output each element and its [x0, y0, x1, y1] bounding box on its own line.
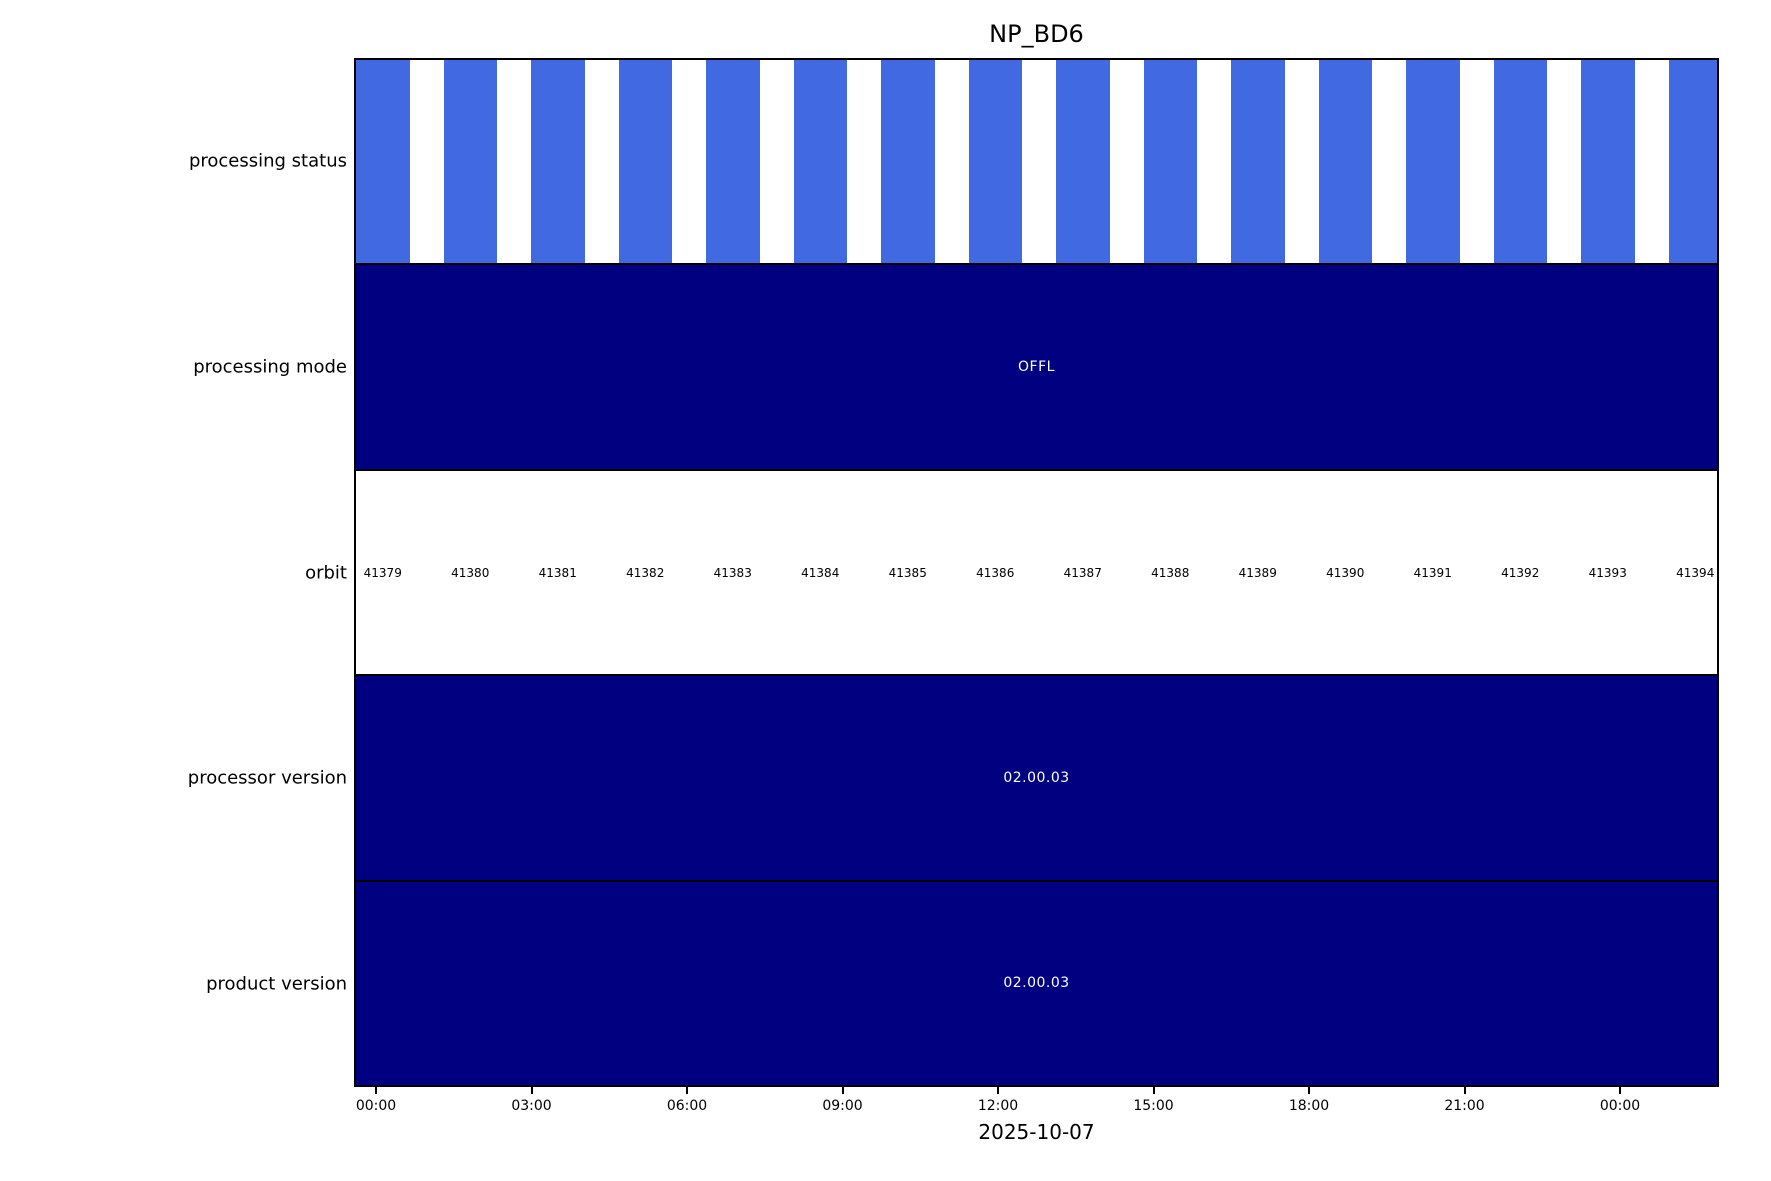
- x-tick-mark: [841, 1087, 844, 1094]
- row-processing-mode: OFFL: [356, 263, 1717, 469]
- orbit-number-label: 41384: [801, 565, 840, 580]
- orbit-number-label: 41388: [1151, 565, 1190, 580]
- x-tick-label: 12:00: [977, 1098, 1019, 1114]
- x-tick-label: 00:00: [355, 1098, 397, 1114]
- row-label-orbit: orbit: [305, 562, 347, 583]
- row-orbit: 41379 41380 41381 41382 41383 41384 41385 41386…: [356, 468, 1717, 674]
- processor-version-value: 02.00.03: [1003, 769, 1070, 786]
- x-tick-label: 03:00: [511, 1098, 552, 1114]
- row-processor-version: 02.00.03: [356, 674, 1717, 880]
- x-tick-label: 21:00: [1444, 1098, 1485, 1114]
- x-tick-mark: [686, 1087, 688, 1094]
- orbit-number-label: 41389: [1238, 565, 1277, 580]
- processing-status-bar: [1581, 60, 1635, 264]
- processing-status-bar: [1406, 60, 1460, 264]
- x-tick-mark: [997, 1087, 999, 1094]
- processing-status-bar: [1318, 60, 1372, 264]
- x-tick-mark: [1463, 1087, 1466, 1094]
- x-tick-label: 06:00: [666, 1098, 708, 1114]
- processing-status-bar: [1056, 60, 1110, 264]
- x-tick-label: 18:00: [1288, 1098, 1330, 1114]
- row-product-version: 02.00.03: [356, 879, 1717, 1085]
- orbit-number-label: 41385: [888, 565, 927, 580]
- plot-area: OFFL 41379 41380 41381 41382 41383 41384 41385…: [354, 58, 1719, 1087]
- orbit-number-label: 41382: [626, 565, 665, 580]
- chart-title: NP_BD6: [989, 20, 1084, 48]
- orbit-number-label: 41380: [451, 565, 490, 580]
- orbit-number-label: 41381: [538, 565, 577, 580]
- processing-status-bar: [618, 60, 672, 264]
- orbit-number-label: 41386: [976, 565, 1015, 580]
- x-axis: 00:00 03:00 06:00 09:00 12:00 15:00 18:00 21:00…: [0, 1087, 1771, 1127]
- processing-status-bar: [1231, 60, 1285, 264]
- orbit-number-label: 41393: [1588, 565, 1627, 580]
- orbit-number-label: 41379: [363, 565, 402, 580]
- processing-status-bar: [793, 60, 847, 264]
- orbit-number-label: 41387: [1063, 565, 1102, 580]
- processing-status-bar: [881, 60, 935, 264]
- processing-status-bar: [443, 60, 497, 264]
- x-tick-mark: [375, 1087, 377, 1094]
- row-label-product-version: product version: [206, 973, 347, 995]
- x-tick-mark: [1619, 1087, 1621, 1094]
- processing-status-bar: [356, 60, 410, 264]
- x-tick-mark: [1308, 1087, 1310, 1094]
- orbit-number-label: 41391: [1413, 565, 1452, 580]
- x-tick-label: 09:00: [822, 1098, 863, 1114]
- processing-mode-value: OFFL: [1018, 359, 1055, 376]
- x-tick-label: 00:00: [1599, 1098, 1641, 1114]
- processing-status-bar: [531, 60, 585, 264]
- orbit-number-label: 41392: [1501, 565, 1540, 580]
- row-label-processor-version: processor version: [187, 767, 347, 789]
- processing-status-bar: [706, 60, 760, 264]
- processing-status-bar: [1668, 60, 1717, 264]
- x-tick-mark: [1152, 1087, 1155, 1094]
- row-label-processing-mode: processing mode: [193, 356, 347, 378]
- orbit-number-label: 41383: [713, 565, 752, 580]
- orbit-number-label: 41394: [1676, 565, 1715, 580]
- orbit-number-label: 41390: [1326, 565, 1365, 580]
- x-axis-date-label: 2025-10-07: [978, 1120, 1095, 1144]
- processing-status-bar: [1143, 60, 1197, 264]
- x-tick-label: 15:00: [1133, 1098, 1174, 1114]
- row-processing-status: [356, 60, 1717, 264]
- processing-status-bar: [1493, 60, 1547, 264]
- row-label-processing-status: processing status: [188, 150, 347, 172]
- processing-status-bar: [968, 60, 1022, 264]
- x-tick-mark: [530, 1087, 533, 1094]
- product-version-value: 02.00.03: [1003, 975, 1070, 992]
